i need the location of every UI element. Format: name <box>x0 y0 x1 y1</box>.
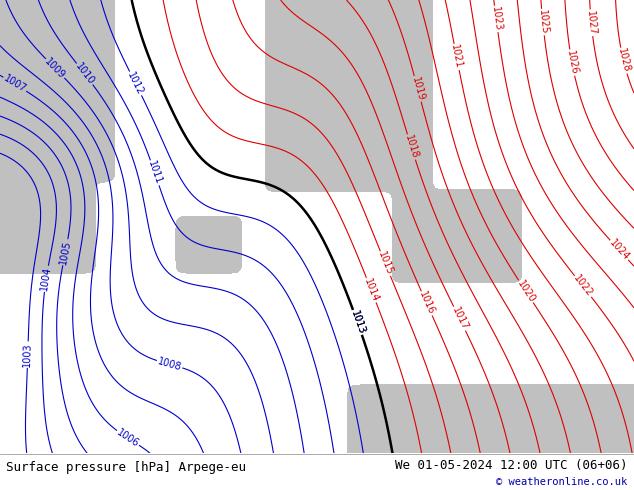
Text: 1005: 1005 <box>58 239 73 265</box>
Text: Surface pressure [hPa] Arpege-eu: Surface pressure [hPa] Arpege-eu <box>6 462 247 474</box>
Text: 1006: 1006 <box>115 427 141 449</box>
Text: 1003: 1003 <box>22 342 33 367</box>
Text: 1012: 1012 <box>126 70 146 97</box>
Text: 1026: 1026 <box>565 49 579 75</box>
Text: 1017: 1017 <box>450 305 469 332</box>
Text: 1009: 1009 <box>43 56 67 81</box>
Text: 1022: 1022 <box>571 273 595 299</box>
Text: 1013: 1013 <box>349 309 366 336</box>
Text: 1013: 1013 <box>349 309 366 336</box>
Text: 1008: 1008 <box>157 356 183 372</box>
Text: 1028: 1028 <box>616 48 631 74</box>
Text: 1014: 1014 <box>362 277 380 303</box>
Text: 1024: 1024 <box>607 238 631 263</box>
Text: 1021: 1021 <box>450 44 464 70</box>
Text: 1015: 1015 <box>376 250 394 277</box>
Text: 1027: 1027 <box>585 10 597 36</box>
Text: 1011: 1011 <box>146 160 164 186</box>
Text: 1007: 1007 <box>2 74 28 95</box>
Text: 1010: 1010 <box>74 61 96 87</box>
Text: 1004: 1004 <box>39 266 53 292</box>
Text: 1016: 1016 <box>417 290 436 317</box>
Text: © weatheronline.co.uk: © weatheronline.co.uk <box>496 477 628 487</box>
Text: 1020: 1020 <box>515 278 537 304</box>
Text: 1018: 1018 <box>403 134 420 160</box>
Text: 1019: 1019 <box>410 75 425 102</box>
Text: 1023: 1023 <box>489 6 503 32</box>
Text: 1025: 1025 <box>536 9 549 35</box>
Text: We 01-05-2024 12:00 UTC (06+06): We 01-05-2024 12:00 UTC (06+06) <box>395 459 628 471</box>
